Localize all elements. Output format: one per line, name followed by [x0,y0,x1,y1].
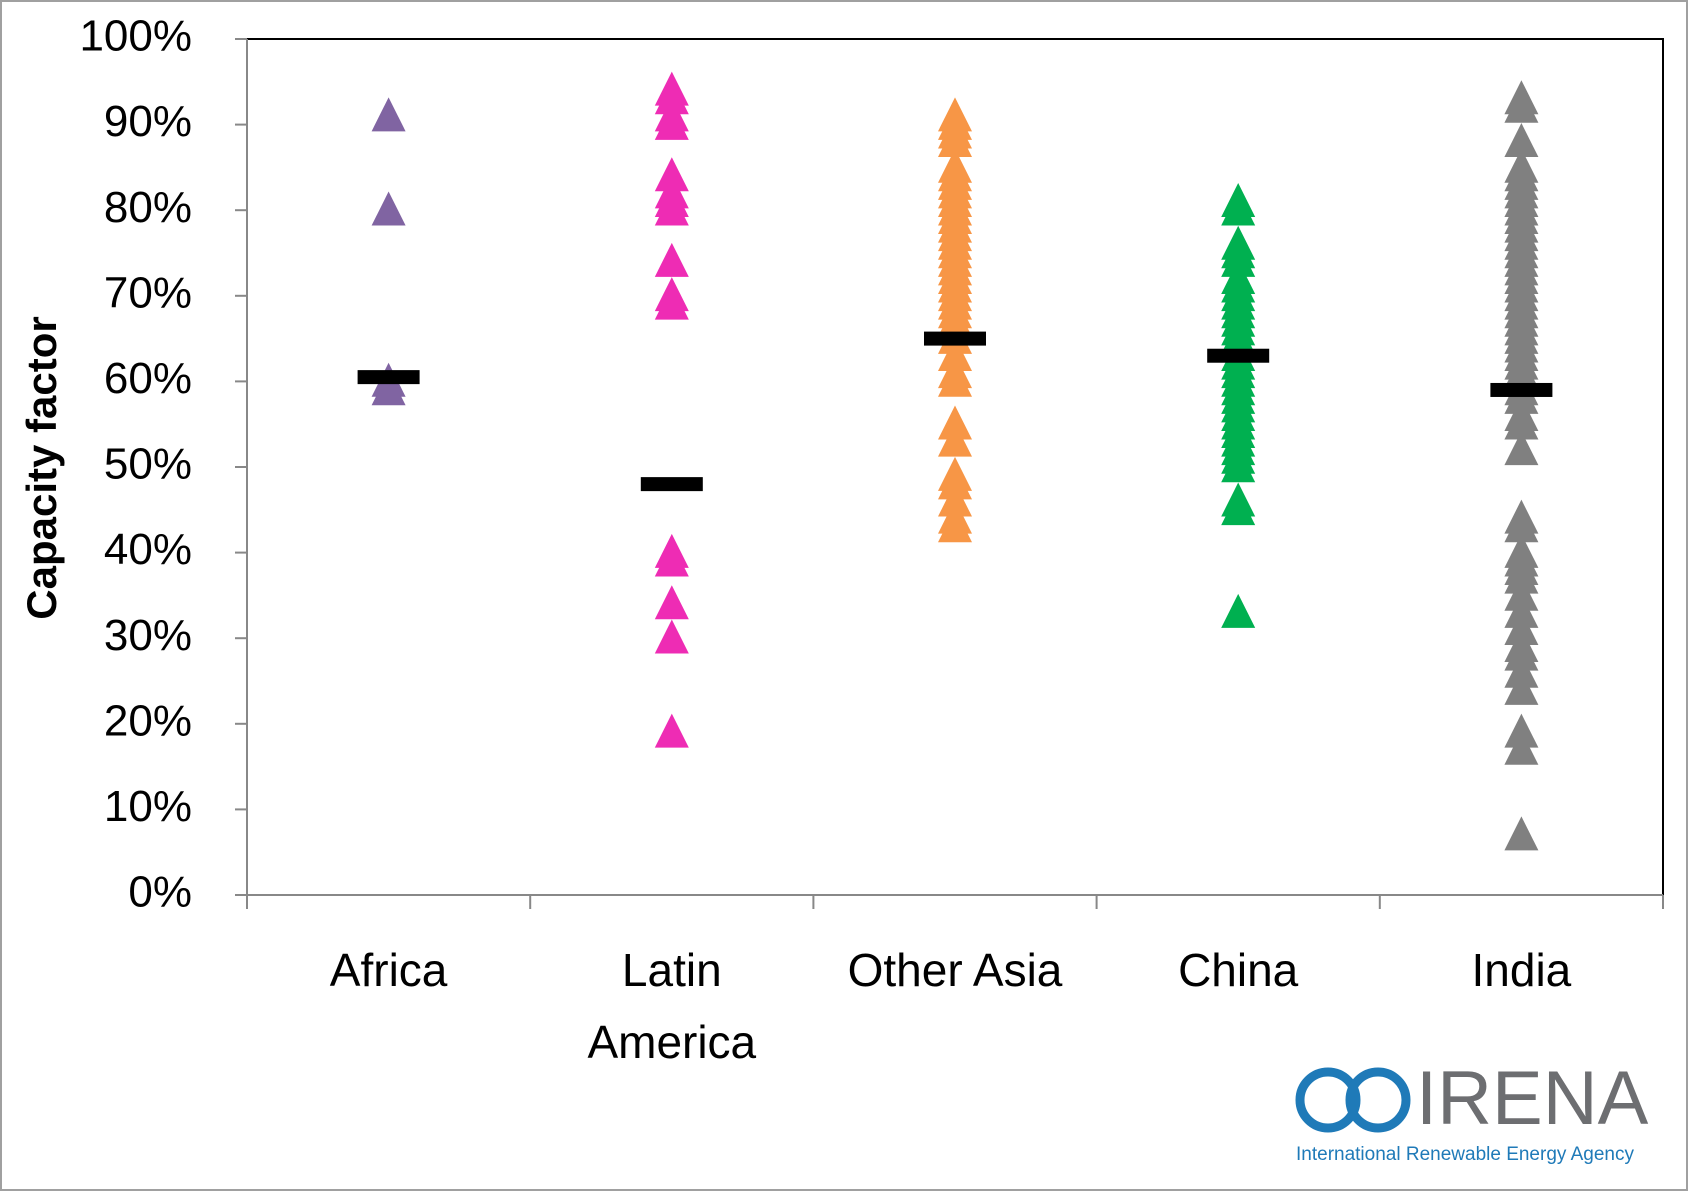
point [654,542,689,577]
y-tick-label: 30% [104,611,192,660]
point [654,157,689,192]
point [654,191,689,226]
x-tick-label: China [1178,944,1299,996]
point [1504,88,1539,123]
point [1504,123,1539,158]
median [924,331,986,346]
y-tick-label: 70% [104,268,192,317]
median [1207,348,1270,363]
point [1504,431,1539,466]
point [938,337,972,372]
point [1504,559,1539,594]
point [654,80,689,115]
point [1504,816,1539,851]
point [1504,508,1539,543]
point [1221,593,1256,628]
y-axis-label: Capacity factor [18,316,65,619]
point [1504,713,1539,748]
y-tick-label: 40% [104,525,192,574]
point [938,465,972,500]
point [1504,730,1539,765]
point [1504,610,1539,645]
logo-name: IRENA [1416,1056,1649,1141]
point [938,123,972,158]
logo-ring [1345,1067,1411,1133]
y-tick-label: 80% [104,183,192,232]
point [1221,491,1256,526]
point [1221,242,1256,277]
point [938,302,972,337]
y-tick-label: 50% [104,440,192,489]
y-tick-label: 0% [128,868,192,917]
median [357,370,420,385]
y-tick-label: 10% [104,782,192,831]
point [1221,448,1256,483]
point [654,585,689,620]
y-tick-label: 100% [79,12,192,61]
median [1490,382,1553,397]
point [1504,576,1539,611]
point [371,371,406,406]
point [938,362,972,397]
x-tick-label: Latin America [587,944,757,1068]
point [371,191,406,226]
y-tick-label: 90% [104,97,192,146]
point [654,619,689,654]
point [654,242,689,277]
point [1504,593,1539,628]
point [938,405,972,440]
point [1221,191,1256,226]
point [371,97,406,132]
point [938,508,972,543]
point [1504,405,1539,440]
median [640,477,703,492]
x-tick-label: India [1471,944,1572,996]
point [654,105,689,140]
point [1504,670,1539,705]
point [1504,636,1539,671]
logo-tagline: International Renewable Energy Agency [1296,1144,1635,1165]
point [938,482,972,517]
point [1504,653,1539,688]
y-tick-label: 60% [104,354,192,403]
logo-ring [1295,1067,1361,1133]
x-tick-label: Other Asia [847,944,1063,996]
logo: IRENA International Renewable Energy Age… [1295,1056,1649,1165]
point [938,422,972,457]
y-tick-label: 20% [104,696,192,745]
point [654,285,689,320]
point [654,713,689,748]
x-tick-label: Africa [329,944,448,996]
